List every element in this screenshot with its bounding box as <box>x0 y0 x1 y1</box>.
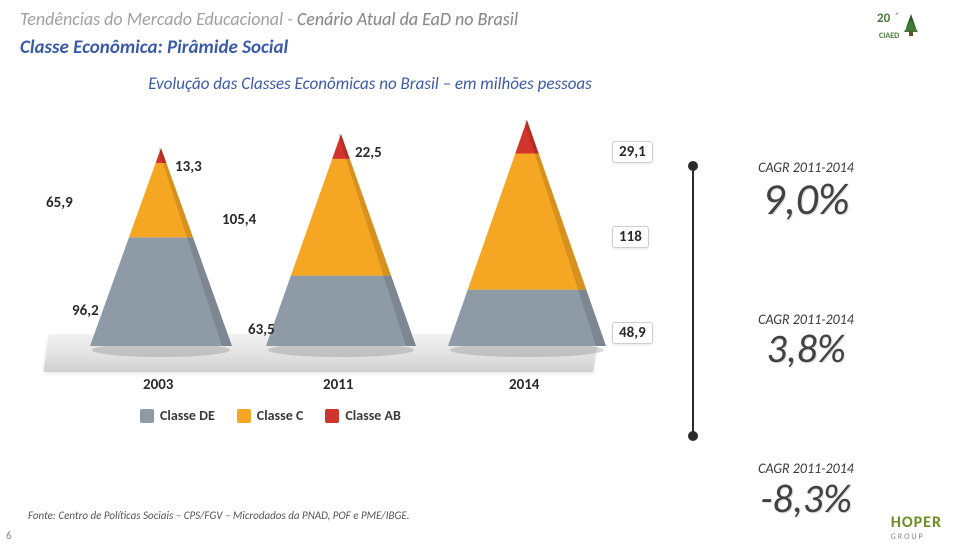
brand-logo: HOPER GROUP <box>891 513 942 542</box>
breadcrumb-emph: Cenário Atual da EaD no Brasil <box>297 8 518 30</box>
legend-swatch <box>237 409 251 423</box>
header-titles: Tendências do Mercado Educacional - Cená… <box>20 8 865 59</box>
breadcrumb: Tendências do Mercado Educacional - Cená… <box>20 8 865 30</box>
value-label-DE: 48,9 <box>612 322 653 344</box>
legend: Classe DE Classe C Classe AB <box>140 407 401 424</box>
chart-area: 2003 13,3 65,9 96,2 2011 22,5 105,4 63,5 2014 2… <box>20 98 940 428</box>
value-label-AB: 13,3 <box>175 158 202 176</box>
value-label-C: 105,4 <box>222 211 256 229</box>
legend-label: Classe C <box>257 407 304 424</box>
legend-item: Classe C <box>237 407 304 424</box>
header: Tendências do Mercado Educacional - Cená… <box>0 0 960 63</box>
pyramid-2011 <box>266 134 416 360</box>
page-number: 6 <box>6 529 12 542</box>
pyramid-2003 <box>90 148 232 360</box>
cagr-column: CAGR 2011-2014 9,0% CAGR 2011-2014 3,8% … <box>692 160 892 521</box>
page-subtitle: Classe Econômica: Pirâmide Social <box>20 36 865 59</box>
value-label-AB: 22,5 <box>355 144 382 162</box>
value-label-C: 65,9 <box>46 194 73 212</box>
legend-item: Classe DE <box>140 407 215 424</box>
year-label: 2011 <box>323 376 353 394</box>
cagr-value: 9,0% <box>720 175 892 223</box>
legend-item: Classe AB <box>325 407 400 424</box>
year-label: 2014 <box>509 376 539 394</box>
value-label-DE: 96,2 <box>72 302 99 320</box>
year-label: 2003 <box>143 376 173 394</box>
pyramid-2014 <box>448 120 606 360</box>
source-footer: Fonte: Centro de Políticas Sociais – CPS… <box>28 509 410 522</box>
svg-text:20: 20 <box>877 11 891 26</box>
value-label-AB: 29,1 <box>612 141 653 163</box>
svg-text:CIAED: CIAED <box>879 31 899 41</box>
value-label-DE: 63,5 <box>248 321 275 339</box>
cagr-value: -8,3% <box>720 477 892 521</box>
legend-swatch <box>140 409 154 423</box>
brand-name: HOPER <box>891 513 942 532</box>
cagr-block: CAGR 2011-2014 9,0% <box>720 160 892 224</box>
legend-label: Classe DE <box>160 407 215 424</box>
brand-sub: GROUP <box>891 532 942 542</box>
cagr-stem <box>692 166 694 436</box>
value-label-C: 118 <box>612 226 649 248</box>
event-logo: 20 ª CIAED <box>865 8 940 53</box>
legend-label: Classe AB <box>345 407 400 424</box>
cagr-value: 3,8% <box>720 327 892 371</box>
legend-swatch <box>325 409 339 423</box>
cagr-block: CAGR 2011-2014 -8,3% <box>720 461 892 520</box>
breadcrumb-prefix: Tendências do Mercado Educacional - <box>20 8 297 30</box>
svg-text:ª: ª <box>895 11 898 21</box>
chart-title: Evolução das Classes Econômicas no Brasi… <box>0 73 960 94</box>
cagr-block: CAGR 2011-2014 3,8% <box>720 312 892 371</box>
